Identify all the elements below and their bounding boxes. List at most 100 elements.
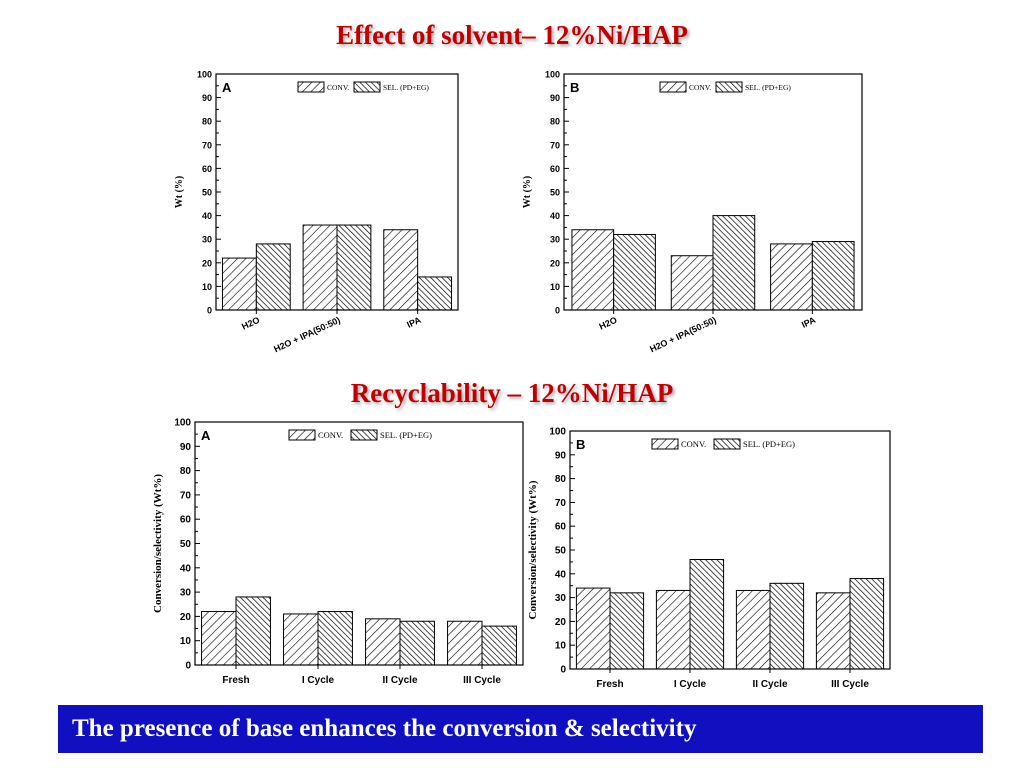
y-tick-label: 70 bbox=[202, 140, 212, 150]
chart-recycle-b: Conversion/selectivity (Wt%) 0 10 20 30 40 50 6… bbox=[527, 427, 891, 690]
conclusion-text: The presence of base enhances the conver… bbox=[72, 715, 697, 742]
y-tick-label: 40 bbox=[555, 569, 567, 580]
bar-sel bbox=[712, 215, 756, 311]
legend-swatch-sel bbox=[353, 81, 381, 93]
bar-sel bbox=[811, 241, 855, 311]
y-tick-label: 0 bbox=[560, 665, 566, 676]
section-title-solvent: Effect of solvent– 12%Ni/HAP bbox=[336, 20, 688, 50]
y-tick-label: 100 bbox=[549, 427, 566, 438]
bar-conv bbox=[221, 257, 257, 311]
legend-label-conv: CONV. bbox=[681, 439, 706, 449]
bar-conv bbox=[655, 589, 691, 670]
legend-label-sel: SEL. (PD+EG) bbox=[745, 83, 791, 92]
bar-conv bbox=[365, 618, 401, 666]
bar-conv bbox=[735, 589, 771, 670]
x-tick-label: H2O + IPA(50:50) bbox=[272, 315, 342, 355]
y-tick-label: 60 bbox=[180, 515, 192, 526]
bar-conv bbox=[575, 587, 611, 670]
legend-swatch-conv bbox=[659, 81, 687, 93]
x-tick-label: I Cycle bbox=[674, 679, 707, 690]
y-tick-label: 70 bbox=[550, 140, 560, 150]
y-tick-label: 20 bbox=[550, 258, 560, 268]
y-tick-label: 20 bbox=[555, 617, 567, 628]
y-tick-label: 80 bbox=[550, 117, 560, 127]
x-tick-label: Fresh bbox=[222, 675, 249, 686]
legend: CONV. SEL. (PD+EG) bbox=[288, 429, 432, 441]
bar-conv bbox=[201, 611, 237, 666]
y-tick-label: 60 bbox=[555, 522, 567, 533]
panel-label: B bbox=[576, 437, 585, 452]
y-tick-label: 10 bbox=[180, 636, 192, 647]
y-tick-label: 10 bbox=[555, 641, 567, 652]
chart-solvent-b: Wt (%) 0 10 20 30 40 50 60 70 80 90 100 H2O H2O + IPA… bbox=[522, 70, 863, 354]
y-tick-label: 50 bbox=[180, 539, 192, 550]
y-tick-label: 30 bbox=[550, 235, 560, 245]
y-tick-label: 60 bbox=[202, 164, 212, 174]
y-tick-label: 90 bbox=[180, 442, 192, 453]
y-axis-label: Conversion/selectivity (Wt%) bbox=[527, 480, 539, 619]
y-tick-label: 30 bbox=[202, 235, 212, 245]
plot-frame bbox=[563, 73, 863, 311]
x-tick-label: H2O bbox=[598, 315, 619, 332]
y-tick-label: 10 bbox=[202, 282, 212, 292]
y-tick-label: 100 bbox=[545, 70, 560, 80]
x-tick-label: H2O bbox=[240, 315, 261, 332]
chart-recycle-a: Conversion/selectivity (Wt%) 0 10 20 30 40 50 6… bbox=[152, 418, 524, 686]
legend: CONV. SEL. (PD+EG) bbox=[297, 81, 429, 93]
x-tick-label: II Cycle bbox=[382, 675, 417, 686]
bar-conv bbox=[670, 255, 714, 311]
y-tick-label: 90 bbox=[202, 93, 212, 103]
chart-solvent-a: Wt (%) 0 10 20 30 40 50 60 70 80 90 100 H2O H2O + IPA… bbox=[174, 70, 459, 355]
legend-label-sel: SEL. (PD+EG) bbox=[380, 430, 432, 440]
y-tick-label: 60 bbox=[550, 164, 560, 174]
bar-sel bbox=[399, 620, 435, 666]
y-tick-label: 50 bbox=[555, 546, 567, 557]
y-tick-label: 30 bbox=[180, 588, 192, 599]
legend-label-sel: SEL. (PD+EG) bbox=[383, 83, 429, 92]
bar-sel bbox=[609, 592, 645, 670]
bar-conv bbox=[383, 229, 419, 311]
y-axis-label: Wt (%) bbox=[174, 176, 185, 209]
y-tick-label: 90 bbox=[550, 93, 560, 103]
bar-sel bbox=[255, 243, 291, 311]
legend: CONV. SEL. (PD+EG) bbox=[651, 438, 795, 450]
plot-frame bbox=[215, 73, 459, 311]
x-tick-label: Fresh bbox=[596, 679, 623, 690]
legend-swatch-conv bbox=[651, 438, 679, 450]
legend-label-conv: CONV. bbox=[318, 430, 343, 440]
y-axis-label: Wt (%) bbox=[522, 176, 533, 209]
legend-swatch-conv bbox=[297, 81, 325, 93]
y-tick-label: 10 bbox=[550, 282, 560, 292]
x-tick-label: IPA bbox=[405, 315, 423, 330]
y-tick-label: 100 bbox=[174, 418, 191, 429]
y-tick-label: 40 bbox=[180, 563, 192, 574]
bar-sel bbox=[769, 582, 805, 670]
y-tick-label: 20 bbox=[180, 612, 192, 623]
y-tick-label: 70 bbox=[180, 490, 192, 501]
bar-sel bbox=[689, 559, 725, 670]
bar-conv bbox=[302, 224, 338, 311]
x-tick-label: III Cycle bbox=[831, 679, 869, 690]
bar-sel bbox=[613, 233, 656, 311]
legend-swatch-sel bbox=[350, 429, 378, 441]
legend-label-sel: SEL. (PD+EG) bbox=[743, 439, 795, 449]
plot-frame bbox=[194, 421, 524, 666]
bar-sel bbox=[336, 224, 372, 311]
legend-swatch-sel bbox=[715, 81, 743, 93]
section-title-recyclability: Recyclability – 12%Ni/HAP bbox=[350, 378, 674, 408]
y-tick-label: 50 bbox=[202, 188, 212, 198]
bar-conv bbox=[571, 229, 615, 311]
bar-conv bbox=[770, 243, 813, 311]
plot-frame bbox=[569, 430, 891, 670]
legend-swatch-conv bbox=[288, 429, 316, 441]
y-tick-label: 0 bbox=[207, 306, 212, 316]
bar-conv bbox=[815, 592, 851, 670]
bar-sel bbox=[481, 625, 517, 666]
legend-swatch-sel bbox=[713, 438, 741, 450]
x-tick-label: II Cycle bbox=[752, 679, 787, 690]
legend: CONV. SEL. (PD+EG) bbox=[659, 81, 791, 93]
y-tick-label: 40 bbox=[202, 211, 212, 221]
y-axis-label: Conversion/selectivity (Wt%) bbox=[152, 474, 164, 613]
y-tick-label: 20 bbox=[202, 258, 212, 268]
y-tick-label: 0 bbox=[555, 306, 560, 316]
